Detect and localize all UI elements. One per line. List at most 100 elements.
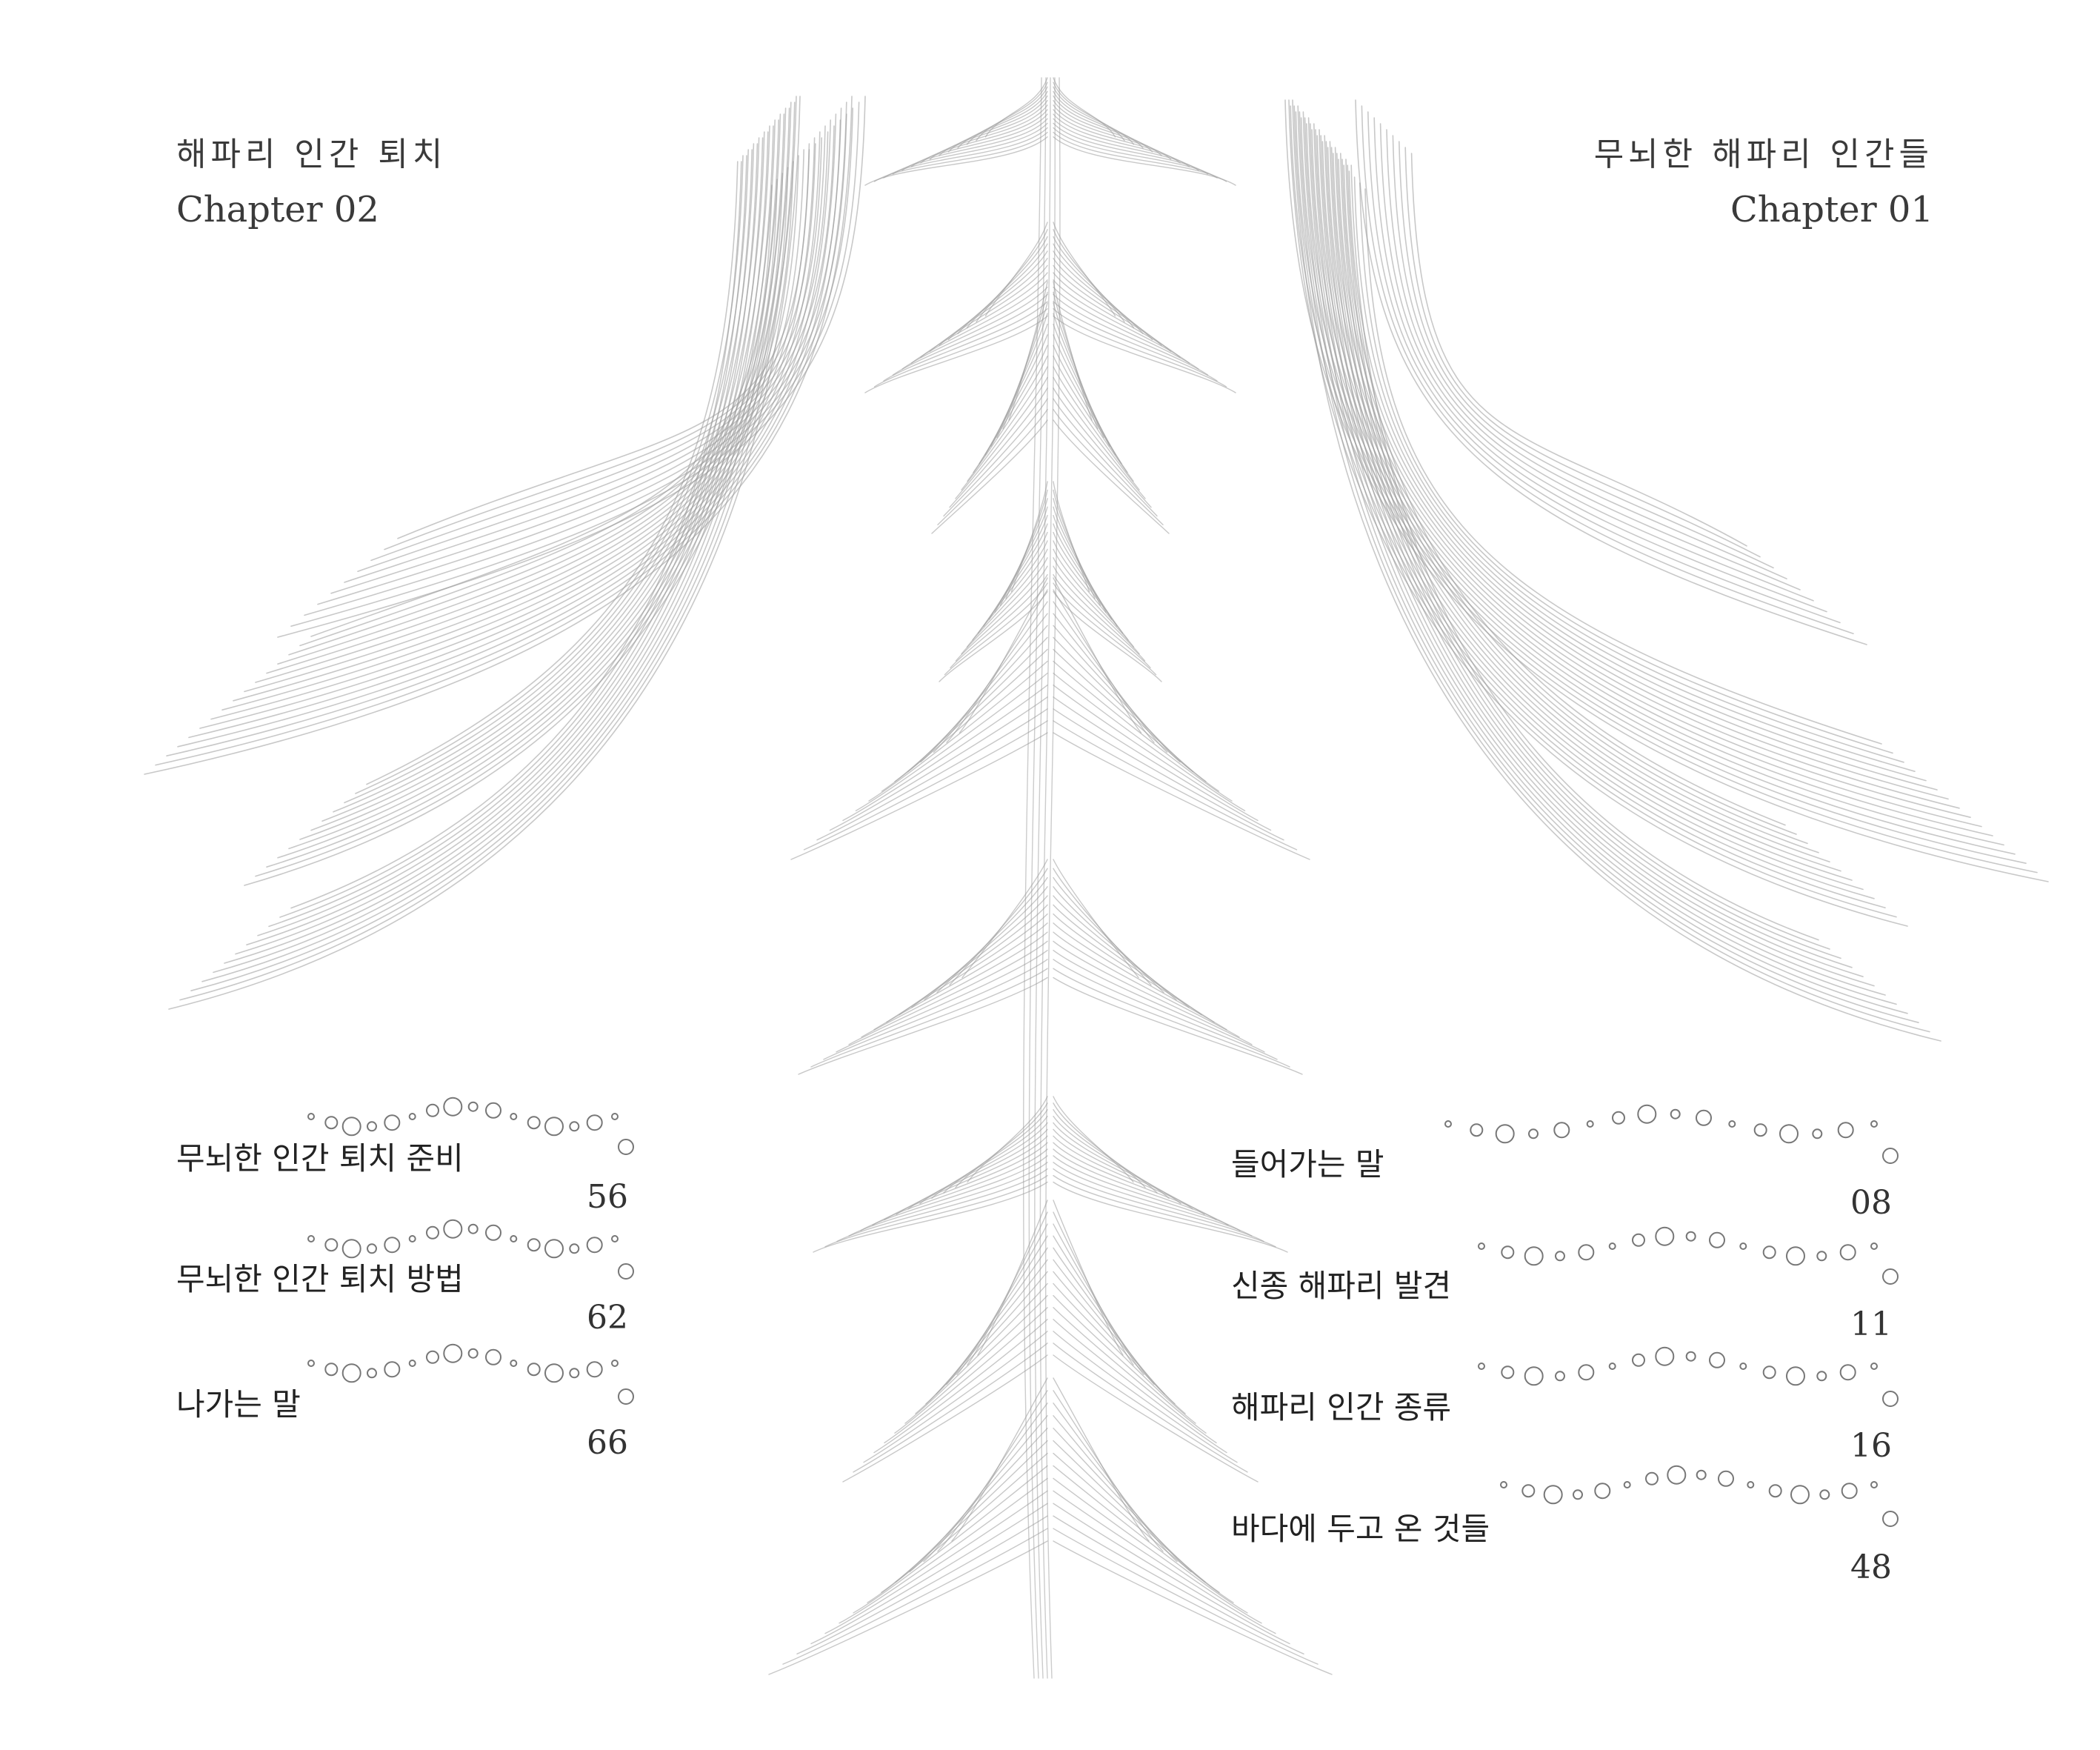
frond-right <box>1053 1515 1304 1655</box>
bubble <box>1768 1484 1782 1498</box>
toc-entry-page: 66 <box>587 1424 628 1462</box>
bubble <box>1812 1128 1823 1140</box>
tentacle-strand <box>201 113 785 982</box>
bubble <box>307 1113 315 1120</box>
tentacle-strand <box>190 107 790 991</box>
frond-left <box>873 922 1048 1031</box>
frond-left <box>873 1319 1048 1454</box>
tentacle-strand <box>1367 111 1841 624</box>
frond-right <box>1053 732 1310 860</box>
frond-right <box>1053 1162 1253 1237</box>
tentacle-strand <box>288 173 784 656</box>
bubble <box>1524 1366 1544 1386</box>
frond-left <box>873 131 1048 182</box>
bubble <box>324 1238 339 1252</box>
tentacle-strand <box>1336 153 1808 845</box>
frond-left <box>961 366 1048 490</box>
tentacle-strand <box>224 125 774 964</box>
tentacle-strand <box>1297 105 1930 1033</box>
bubble <box>1718 1470 1734 1487</box>
frond-right <box>1053 720 1298 851</box>
bubble <box>1728 1120 1736 1128</box>
frond-right <box>1053 548 1135 648</box>
tentacle-strand <box>1341 159 1797 835</box>
bubble <box>618 1139 634 1155</box>
central-stem <box>1039 77 1056 1679</box>
frond-right <box>1053 601 1168 753</box>
bubble <box>569 1368 580 1379</box>
tentacle-strand <box>1316 135 1982 828</box>
tentacle-strand <box>257 143 759 936</box>
frond-right <box>1053 582 1157 676</box>
tentacle-strand <box>1300 117 2016 855</box>
bubble <box>1870 1242 1878 1250</box>
frond-right <box>1053 308 1227 387</box>
frond-right <box>1053 489 1096 599</box>
toc-entry-chapter-1[interactable]: 들어가는 말 08 <box>1231 1140 1892 1236</box>
frond-right <box>1053 1503 1290 1645</box>
frond-left <box>949 868 1048 986</box>
bubble <box>586 1361 603 1378</box>
frond-left <box>798 977 1048 1075</box>
frond-left <box>873 308 1048 387</box>
frond-right <box>1053 419 1170 534</box>
tentacle-strand <box>290 161 742 909</box>
central-stem <box>1034 77 1051 1679</box>
frond-right <box>1053 1465 1248 1614</box>
frond-left <box>939 590 1048 682</box>
toc-entry-chapter-2[interactable]: 무뇌한 인간 퇴치 방법 62 <box>176 1254 628 1351</box>
bubble <box>1870 1120 1878 1128</box>
frond-right <box>1053 236 1135 329</box>
frond-left <box>867 1452 1048 1603</box>
chapter-1-heading: 무뇌한 해파리 인간들 Chapter 01 <box>1594 127 1933 237</box>
frond-right <box>1053 1168 1264 1242</box>
central-stem <box>1022 77 1042 1679</box>
toc-entry-label: 바다에 두고 온 것들 <box>1231 1511 1490 1547</box>
tentacle-strand <box>1313 123 1897 1005</box>
frond-left <box>944 582 1048 676</box>
bubble <box>1786 1366 1805 1386</box>
tentacle-strand <box>233 143 810 702</box>
bubble <box>324 1116 339 1130</box>
bubble <box>426 1225 439 1240</box>
frond-right <box>1053 113 1190 167</box>
frond-left <box>892 122 1048 175</box>
toc-entry-chapter-2[interactable]: 나가는 말 66 <box>176 1380 628 1476</box>
tentacle-strand <box>279 155 747 918</box>
frond-right <box>1053 376 1146 499</box>
bubble <box>367 1243 377 1254</box>
frond-left <box>977 1200 1048 1356</box>
bubble <box>1747 1481 1755 1488</box>
frond-right <box>1053 387 1152 508</box>
frond-left <box>853 1343 1048 1473</box>
frond-left <box>943 398 1048 517</box>
frond-right <box>1053 293 1209 376</box>
frond-right <box>1053 590 1162 682</box>
frond-left <box>884 1142 1048 1221</box>
frond-left <box>768 1540 1048 1675</box>
frond-left <box>901 118 1048 171</box>
tentacle-strand <box>1333 153 1949 800</box>
tentacle-strand <box>1315 129 1853 881</box>
toc-entry-page: 08 <box>1850 1184 1892 1222</box>
toc-entry-chapter-1[interactable]: 바다에 두고 온 것들 48 <box>1231 1504 1892 1600</box>
frond-right <box>1053 136 1236 186</box>
frond-left <box>920 613 1048 763</box>
frond-left <box>892 293 1048 376</box>
frond-right <box>1053 684 1259 822</box>
bubble <box>1655 1346 1675 1366</box>
tentacle-strand <box>1404 147 1761 558</box>
tentacle-strand <box>268 149 753 928</box>
toc-entry-page: 56 <box>587 1178 628 1216</box>
frond-right <box>1053 636 1207 782</box>
frond-right <box>1053 540 1129 641</box>
toc-entry-chapter-2[interactable]: 무뇌한 인간 퇴치 준비 56 <box>176 1134 628 1230</box>
frond-right <box>1053 1174 1276 1248</box>
toc-entry-chapter-1[interactable]: 신종 해파리 발견 11 <box>1231 1261 1892 1357</box>
toc-entry-chapter-1[interactable]: 해파리 인간 종류 16 <box>1231 1383 1892 1479</box>
frond-right <box>1053 868 1152 986</box>
bubble <box>443 1219 463 1239</box>
frond-left <box>861 931 1048 1038</box>
bubble <box>1632 1233 1645 1247</box>
bubble <box>341 1363 361 1383</box>
